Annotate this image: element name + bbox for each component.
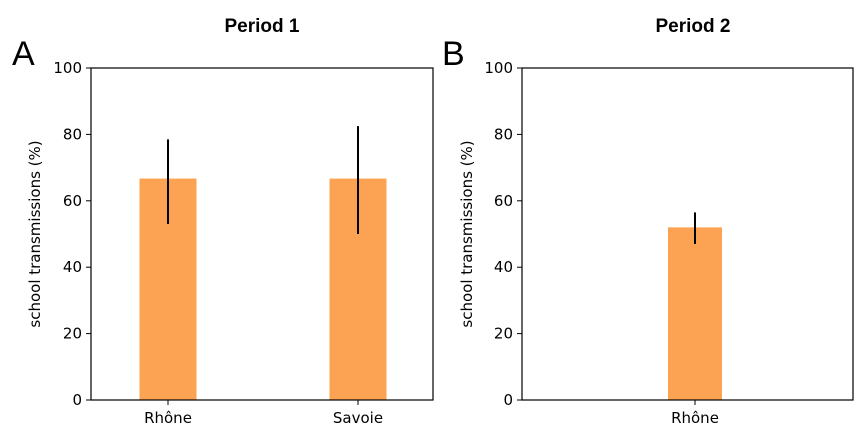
bar-b-0: [668, 227, 722, 400]
y-axis-label-a: school transmissions (%): [26, 140, 44, 327]
panel-b: B Period 2 school transmissions (%) Rhôn…: [442, 16, 854, 426]
y-tick-label-b-3: 60: [494, 192, 513, 210]
y-tick-label-a-2: 40: [63, 258, 82, 276]
y-tick-label-b-0: 0: [503, 391, 513, 409]
panel-label-a: A: [12, 35, 35, 73]
axes-frame-a: [90, 67, 434, 401]
y-tick-label-b-2: 40: [494, 258, 513, 276]
plot-area-b: Rhône 0 20 40 60 80 100: [484, 59, 854, 426]
x-tick-label-b-0: Rhône: [671, 409, 719, 426]
y-tick-label-a-5: 100: [53, 59, 82, 77]
chart-title-period-2: Period 2: [656, 16, 731, 37]
y-tick-label-b-1: 20: [494, 325, 513, 343]
panel-a: A Period 1 school transmissions (%) Rhôn…: [12, 16, 434, 426]
x-tick-label-a-0: Rhône: [144, 409, 192, 426]
chart-title-period-1: Period 1: [225, 16, 300, 37]
y-tick-label-a-1: 20: [63, 325, 82, 343]
y-tick-label-a-0: 0: [72, 391, 82, 409]
y-tick-label-a-4: 80: [63, 125, 82, 143]
y-tick-label-a-3: 60: [63, 192, 82, 210]
y-axis-label-b: school transmissions (%): [458, 140, 476, 327]
x-tick-label-a-1: Savoie: [333, 409, 383, 426]
axes-frame-b: [521, 67, 854, 401]
y-tick-label-b-5: 100: [484, 59, 513, 77]
panel-label-b: B: [442, 35, 465, 73]
plot-area-a: Rhône Savoie 0 20 40 60 80 100: [53, 59, 434, 426]
y-tick-label-b-4: 80: [494, 125, 513, 143]
